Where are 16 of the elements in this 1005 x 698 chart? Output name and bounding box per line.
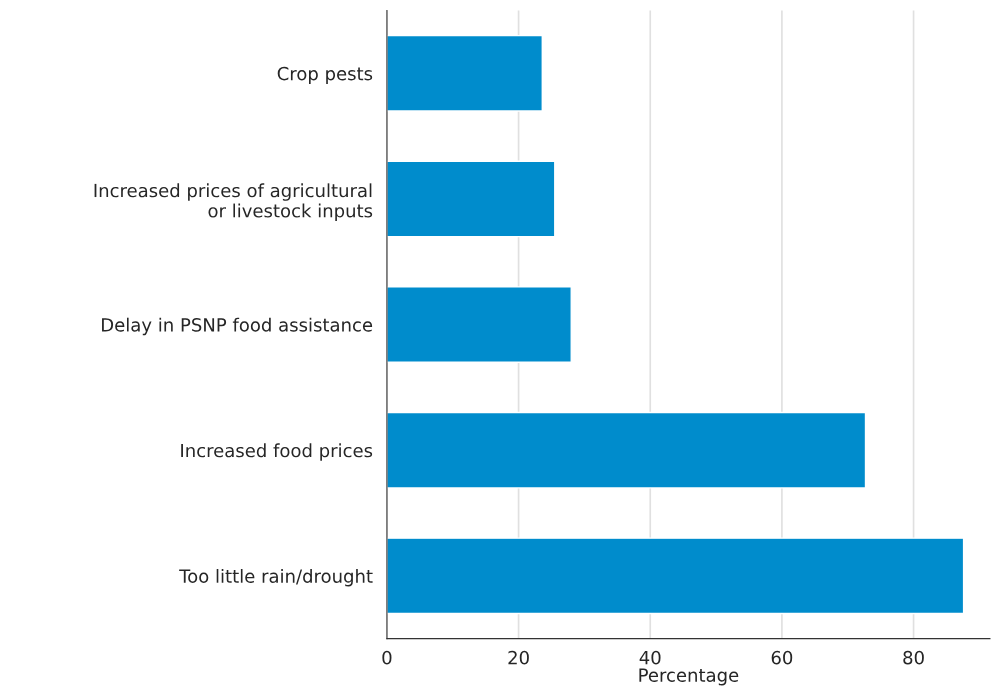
x-tick-label: 0 <box>382 650 392 665</box>
bar <box>386 34 543 112</box>
x-tick-label: 60 <box>771 650 793 665</box>
x-axis-title: Percentage <box>639 668 739 686</box>
bar <box>386 286 572 363</box>
x-tick-label: 20 <box>508 650 529 665</box>
bar <box>386 160 556 238</box>
y-tick-label: Increased food prices <box>181 443 373 461</box>
x-tick-label: 40 <box>639 650 661 665</box>
y-tick-label: Increased prices of agricultural or livestock inputs <box>94 183 373 222</box>
y-tick-label: Crop pests <box>277 66 373 84</box>
y-tick-label: Too little rain/drought <box>179 568 373 587</box>
bar <box>386 411 867 489</box>
bar <box>386 537 965 615</box>
y-tick-label: Delay in PSNP food assistance <box>102 317 373 336</box>
x-tick-label: 80 <box>903 650 924 665</box>
